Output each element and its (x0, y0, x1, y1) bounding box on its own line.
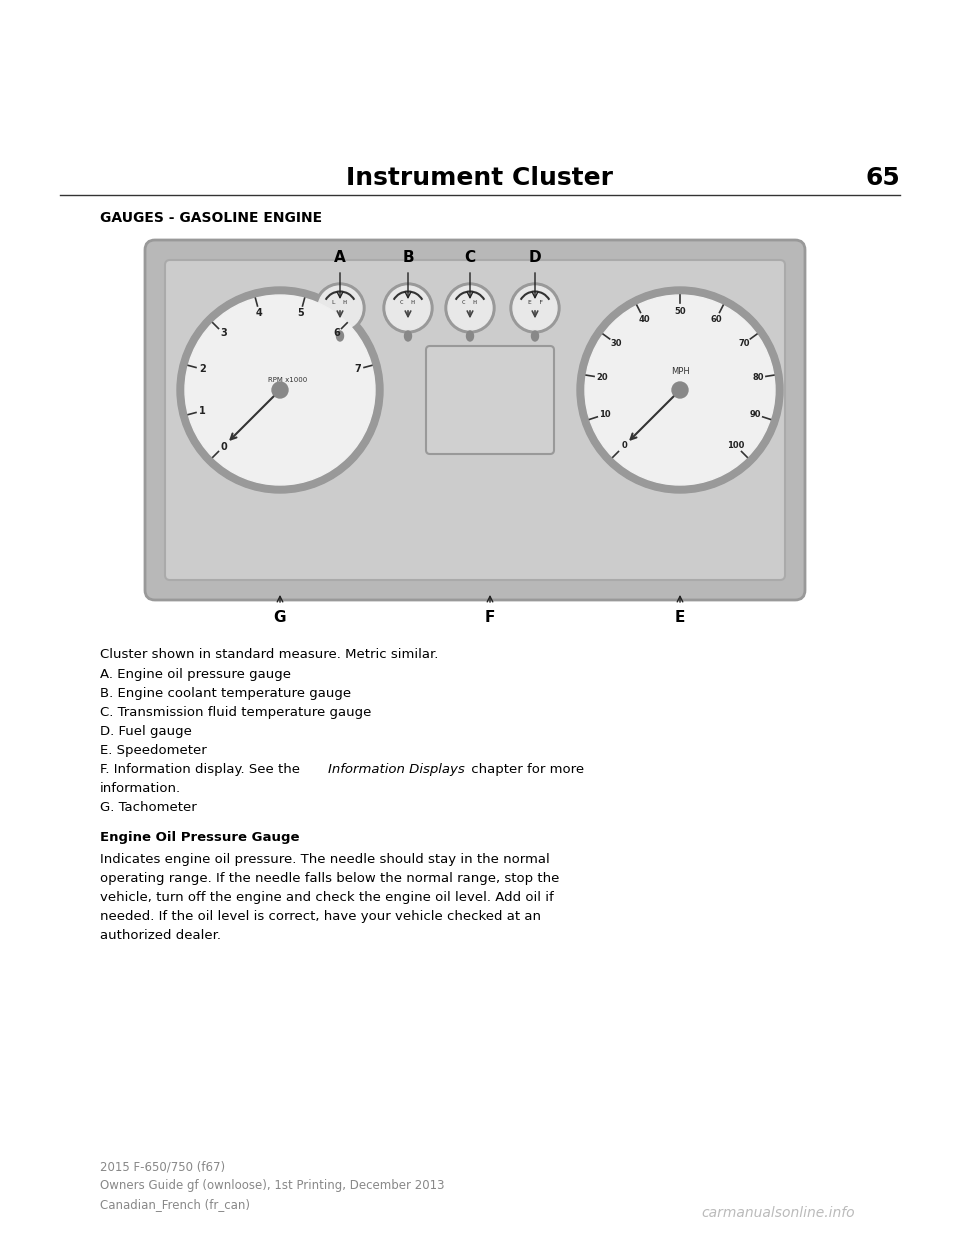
Text: 30: 30 (611, 339, 622, 348)
Text: B: B (402, 251, 414, 266)
Text: B. Engine coolant temperature gauge: B. Engine coolant temperature gauge (100, 687, 351, 700)
Text: C  H: C H (400, 301, 416, 306)
Circle shape (513, 286, 557, 330)
Text: 40: 40 (638, 315, 650, 324)
Text: 20: 20 (596, 373, 608, 383)
Text: needed. If the oil level is correct, have your vehicle checked at an: needed. If the oil level is correct, hav… (100, 910, 541, 923)
Text: 1: 1 (200, 406, 206, 416)
Text: 2015 F-650/750 (f67)
Owners Guide gf (ownloose), 1st Printing, December 2013
Can: 2015 F-650/750 (f67) Owners Guide gf (ow… (100, 1160, 444, 1211)
Circle shape (672, 383, 688, 397)
Circle shape (386, 286, 430, 330)
Text: 2: 2 (200, 364, 206, 374)
Text: chapter for more: chapter for more (467, 763, 584, 776)
Text: Information Displays: Information Displays (328, 763, 465, 776)
Text: 0: 0 (220, 442, 227, 452)
Text: C: C (465, 251, 475, 266)
Text: F. Information display. See the: F. Information display. See the (100, 763, 304, 776)
Text: 90: 90 (750, 410, 761, 419)
Text: A: A (334, 251, 346, 266)
Circle shape (577, 287, 783, 493)
Circle shape (272, 383, 288, 397)
Text: C. Transmission fluid temperature gauge: C. Transmission fluid temperature gauge (100, 705, 372, 719)
FancyBboxPatch shape (145, 240, 805, 600)
Text: 7: 7 (354, 364, 361, 374)
Circle shape (448, 286, 492, 330)
Text: 60: 60 (710, 315, 722, 324)
Text: vehicle, turn off the engine and check the engine oil level. Add oil if: vehicle, turn off the engine and check t… (100, 891, 554, 904)
Circle shape (585, 296, 775, 484)
Circle shape (510, 283, 560, 333)
Text: E: E (675, 610, 685, 625)
Text: Engine Oil Pressure Gauge: Engine Oil Pressure Gauge (100, 831, 300, 845)
FancyBboxPatch shape (426, 347, 554, 455)
Text: 4: 4 (256, 308, 263, 318)
Text: G: G (274, 610, 286, 625)
Text: 70: 70 (738, 339, 750, 348)
Text: 65: 65 (865, 166, 900, 190)
Ellipse shape (337, 332, 344, 342)
Text: Instrument Cluster: Instrument Cluster (347, 166, 613, 190)
Text: information.: information. (100, 782, 181, 795)
Circle shape (318, 286, 362, 330)
Circle shape (445, 283, 495, 333)
Text: D. Fuel gauge: D. Fuel gauge (100, 725, 192, 738)
Ellipse shape (404, 332, 412, 342)
Text: 0: 0 (621, 441, 627, 451)
Text: G. Tachometer: G. Tachometer (100, 801, 197, 814)
Text: RPM x1000: RPM x1000 (269, 378, 307, 383)
Text: Cluster shown in standard measure. Metric similar.: Cluster shown in standard measure. Metri… (100, 648, 439, 661)
Text: C  H: C H (463, 301, 477, 306)
Text: GAUGES - GASOLINE ENGINE: GAUGES - GASOLINE ENGINE (100, 211, 323, 225)
Text: 5: 5 (298, 308, 304, 318)
Text: E  F: E F (527, 301, 542, 306)
Text: 10: 10 (599, 410, 611, 419)
Circle shape (315, 283, 365, 333)
FancyBboxPatch shape (165, 260, 785, 580)
Circle shape (383, 283, 433, 333)
Text: E. Speedometer: E. Speedometer (100, 744, 206, 758)
Ellipse shape (532, 332, 539, 342)
Text: 100: 100 (727, 441, 745, 451)
Text: authorized dealer.: authorized dealer. (100, 929, 221, 941)
Text: D: D (529, 251, 541, 266)
Text: 50: 50 (674, 307, 685, 315)
Ellipse shape (467, 332, 473, 342)
Circle shape (185, 296, 375, 484)
Circle shape (177, 287, 383, 493)
Text: L  H: L H (332, 301, 348, 306)
Text: 3: 3 (220, 328, 227, 338)
Text: carmanualsonline.info: carmanualsonline.info (702, 1206, 855, 1220)
Text: F: F (485, 610, 495, 625)
Text: MPH: MPH (671, 368, 689, 376)
Text: Indicates engine oil pressure. The needle should stay in the normal: Indicates engine oil pressure. The needl… (100, 853, 550, 866)
Text: 6: 6 (333, 328, 340, 338)
Text: operating range. If the needle falls below the normal range, stop the: operating range. If the needle falls bel… (100, 872, 560, 886)
Text: 80: 80 (753, 373, 764, 383)
Text: A. Engine oil pressure gauge: A. Engine oil pressure gauge (100, 668, 291, 681)
